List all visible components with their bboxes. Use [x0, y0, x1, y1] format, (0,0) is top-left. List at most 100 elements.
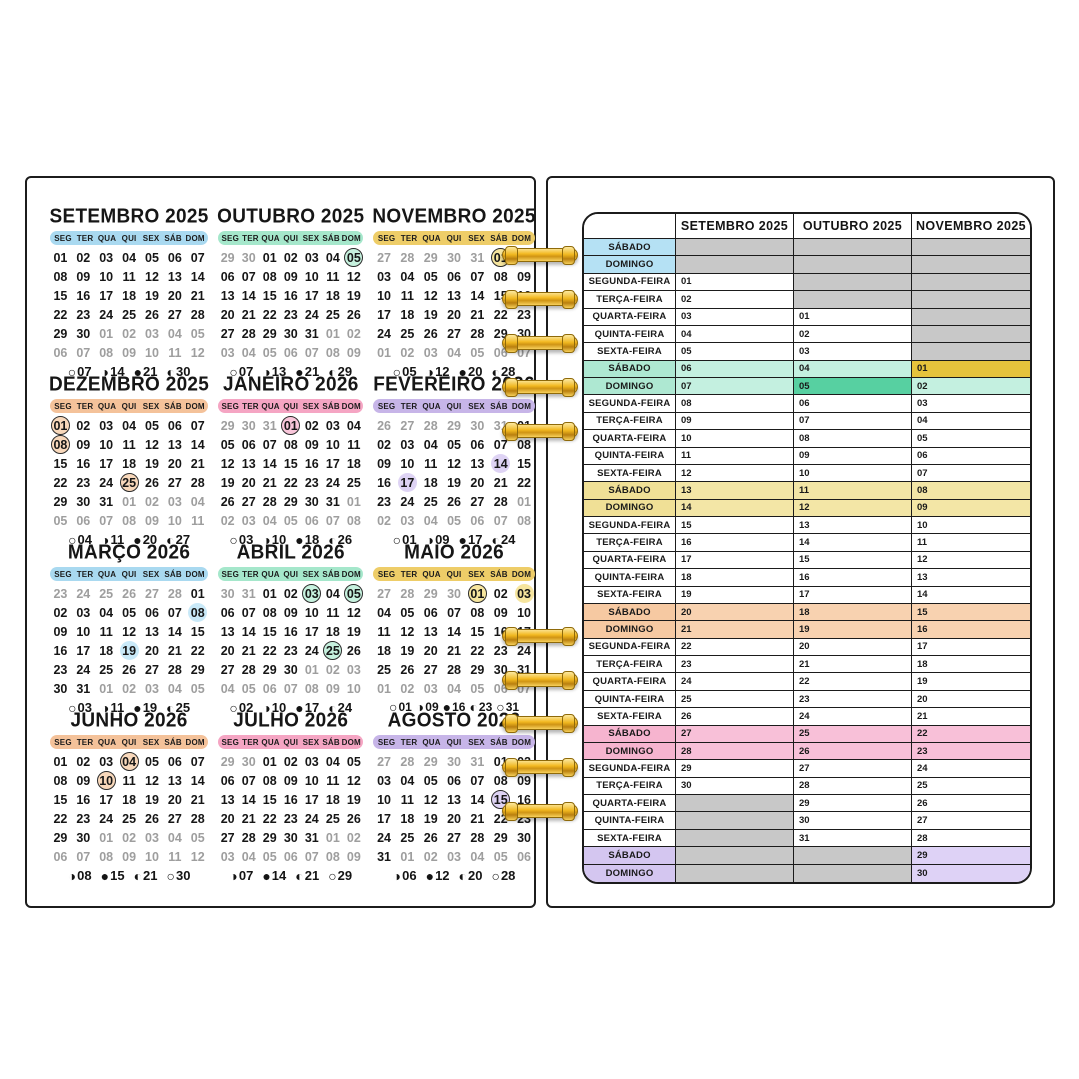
date-cell: 01: [794, 308, 912, 326]
moon-phase-day: 16: [452, 700, 466, 714]
day-cell: 02: [377, 437, 391, 452]
weekday-abbr: SÁB: [490, 401, 508, 411]
date-cell: 09: [676, 412, 794, 431]
day-cell: 09: [517, 773, 531, 788]
date-cell: 04: [676, 325, 794, 344]
weekday-abbr: TER: [242, 233, 259, 243]
mini-calendar-maio-2026: MAIO 2026 SEG TER QUA QUI SEX SÁB DOM 27 28 29 30 01…: [372, 541, 535, 714]
day-cell: 18: [122, 456, 137, 471]
weekday-abbr: QUA: [261, 737, 280, 747]
day-grid: 01 02 03 04 05 06 07 08 09 10 11 12 13 14 15 16 17 18 19 20…: [49, 416, 209, 530]
day-cell-outside: 05: [241, 681, 256, 696]
date-cell: 16: [912, 621, 1030, 639]
moon-phase-day: 06: [402, 868, 417, 883]
date-cell: 22: [676, 638, 794, 657]
date-cell: 26: [794, 742, 912, 761]
day-cell-outside: 30: [241, 754, 256, 769]
moon-phase-day: 27: [175, 532, 191, 547]
day-cell: 19: [145, 288, 159, 303]
day-cell: 24: [304, 643, 319, 658]
right-page: SETEMBRO 2025 OUTUBRO 2025 NOVEMBRO 2025 SÁ…: [546, 176, 1055, 908]
holiday-day-cell: 03: [302, 584, 322, 603]
day-cell: 10: [325, 437, 340, 452]
day-cell-outside: 30: [470, 418, 485, 433]
weekday-abbr: SEG: [221, 233, 239, 243]
day-cell-outside: 31: [470, 754, 485, 769]
moon-phase-day: 28: [500, 364, 516, 379]
weekday-header: SEG TER QUA QUI SEX SÁB DOM: [50, 735, 209, 749]
day-cell: 29: [470, 662, 485, 677]
day-cell: 09: [493, 605, 508, 620]
day-cell: 23: [53, 662, 68, 677]
weekday-label: QUINTA-FEIRA: [584, 812, 676, 830]
moon-phase-day: 07: [238, 868, 254, 883]
calendar-title: JANEIRO 2026: [222, 373, 359, 396]
day-cell: 11: [400, 792, 414, 807]
moon-phase: ◐ 25: [166, 700, 190, 715]
day-cell: 13: [220, 792, 235, 807]
day-cell: 17: [377, 307, 391, 322]
day-cell-outside: 28: [400, 250, 415, 265]
weekday-abbr: SÁB: [490, 737, 508, 747]
moon-phase: ◐ 24: [491, 532, 515, 547]
day-cell: 28: [447, 662, 461, 677]
empty-date-cell: [912, 308, 1030, 326]
moon-phase: ● 20: [133, 532, 157, 547]
moon-phase-day: 21: [304, 364, 320, 379]
moon-phase: ◐ 21: [134, 868, 158, 883]
date-cell: 21: [676, 621, 794, 639]
day-cell: 28: [262, 494, 277, 509]
day-cell-outside: 05: [470, 681, 485, 696]
date-cell: 07: [912, 464, 1030, 483]
full-moon-icon: ○: [392, 531, 402, 548]
moon-phase-day: 01: [398, 700, 412, 714]
date-cell: 02: [912, 378, 1030, 396]
day-cell: 26: [346, 811, 361, 826]
mini-calendar-novembro-2025: NOVEMBRO 2025 SEG TER QUA QUI SEX SÁB DOM 27 28 29…: [372, 205, 535, 379]
weekday-abbr: TER: [400, 737, 418, 747]
day-cell: 05: [122, 605, 137, 620]
day-cell: 26: [145, 811, 159, 826]
day-cell: 27: [241, 494, 256, 509]
day-cell-outside: 02: [400, 681, 415, 696]
day-cell: 06: [167, 418, 182, 433]
day-cell-outside: 30: [241, 418, 256, 433]
calendar-title: JUNHO 2026: [70, 709, 188, 732]
day-cell: 24: [99, 307, 114, 322]
day-cell: 22: [53, 811, 68, 826]
first-moon-icon: ◐: [328, 531, 337, 548]
date-cell: 03: [912, 395, 1030, 413]
date-cell: 04: [794, 360, 912, 379]
moon-phase-row: ○ 04 ◑ 11 ● 20 ◐ 27: [49, 532, 209, 547]
day-cell-outside: 08: [325, 849, 340, 864]
day-cell: 20: [447, 811, 461, 826]
binder-coil-icon: [502, 378, 578, 397]
day-cell-outside: 03: [145, 830, 159, 845]
date-cell: 24: [794, 708, 912, 726]
day-cell: 12: [145, 437, 159, 452]
day-cell: 30: [517, 830, 531, 845]
weekday-abbr: SEG: [377, 233, 396, 243]
moon-phase: ○ 29: [328, 868, 352, 883]
empty-date-cell: [794, 847, 912, 865]
day-cell: 17: [76, 643, 91, 658]
day-cell: 22: [262, 643, 277, 658]
day-cell: 06: [220, 269, 235, 284]
day-cell: 13: [167, 437, 182, 452]
day-cell-outside: 03: [423, 681, 438, 696]
moon-phase: ◑ 08: [68, 868, 92, 883]
day-cell: 06: [167, 754, 182, 769]
date-cell: 27: [794, 760, 912, 778]
day-cell-outside: 09: [122, 345, 137, 360]
moon-phase: ◐ 23: [469, 700, 492, 714]
day-cell: 13: [241, 456, 256, 471]
moon-phase-day: 19: [142, 700, 158, 715]
last-moon-icon: ◑: [229, 867, 238, 884]
holiday-day-cell: 01: [467, 584, 487, 603]
day-grid: 2728293031010203040506070809101112131415…: [372, 248, 535, 362]
day-cell: 26: [220, 494, 235, 509]
day-cell-outside: 09: [325, 681, 340, 696]
weekday-label: SÁBADO: [584, 725, 676, 743]
new-moon-icon: ●: [442, 699, 452, 715]
weekday-abbr: TER: [400, 233, 418, 243]
